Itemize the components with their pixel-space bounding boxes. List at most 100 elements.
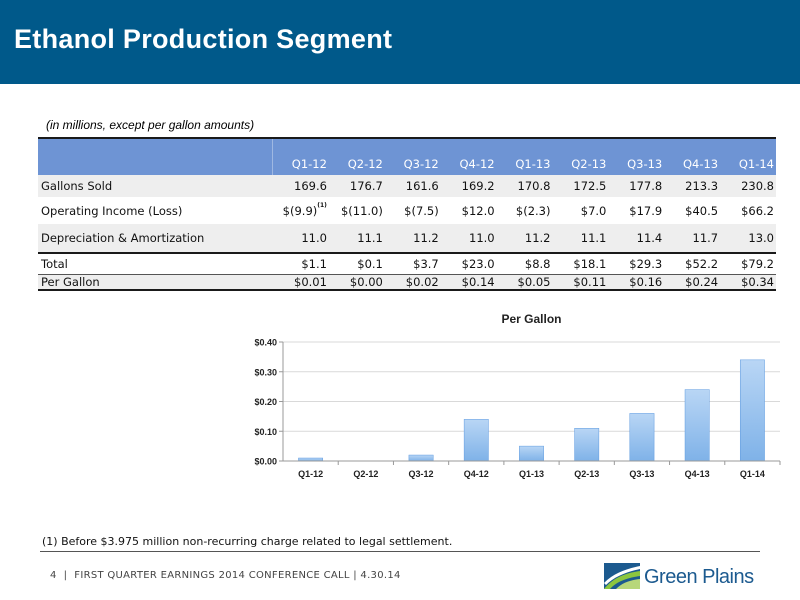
table-cell: 11.2: [496, 224, 553, 253]
table-cell: 177.8: [608, 175, 665, 197]
chart-title: Per Gallon: [501, 312, 561, 326]
table-cell: $0.16: [608, 274, 665, 291]
column-header: Q3-13: [608, 138, 665, 175]
table-cell: 11.7: [664, 224, 721, 253]
table-cell: $0.1: [328, 252, 385, 275]
row-label: Total: [38, 252, 273, 275]
table-cell: 161.6: [384, 175, 441, 197]
per-gallon-bar-chart: Per Gallon $0.00 $0.10 $0.20 $0.30 $0.40 Q1-12…: [254, 312, 781, 479]
table-cell: $0.14: [440, 274, 497, 291]
table-cell: $0.02: [384, 274, 441, 291]
table-cell: 230.8: [720, 175, 776, 197]
table-cell: $17.9: [629, 203, 663, 218]
table-cell: $0.34: [720, 274, 776, 291]
table-cell: 176.7: [328, 175, 385, 197]
table-row-per-gallon: Per Gallon $0.01 $0.00 $0.02 $0.14 $0.05…: [38, 274, 776, 291]
footnote-marker: (1): [317, 201, 327, 209]
chart-bar: [629, 413, 655, 462]
y-tick-label: $0.30: [254, 367, 277, 377]
column-header: Q2-13: [552, 138, 609, 175]
table-cell-value: $(9.9): [282, 203, 318, 218]
column-header: Q1-14: [720, 138, 776, 175]
x-tick-label: Q1-13: [519, 469, 544, 479]
green-plains-logo: Green Plains: [604, 560, 764, 592]
footnote: (1) Before $3.975 million non-recurring …: [42, 535, 453, 548]
x-tick-label: Q3-13: [629, 469, 654, 479]
green-plains-logo-icon: [604, 563, 640, 589]
footer-text: FIRST QUARTER EARNINGS 2014 CONFERENCE C…: [74, 570, 401, 581]
table-cell: $40.5: [685, 203, 719, 218]
column-header: Q1-13: [496, 138, 553, 175]
column-header: Q4-12: [440, 138, 497, 175]
table-cell: 170.8: [496, 175, 553, 197]
column-header: Q3-12: [384, 138, 441, 175]
chart-bar: [519, 445, 544, 462]
table-cell: $18.1: [552, 252, 609, 275]
x-tick-label: Q4-12: [464, 469, 489, 479]
table-cell-with-footnote: $(9.9)(1): [273, 197, 329, 224]
row-label: Operating Income (Loss): [41, 203, 183, 218]
page-title: Ethanol Production Segment: [14, 24, 393, 54]
x-tick-label: Q3-12: [409, 469, 434, 479]
footer-separator: |: [63, 570, 68, 581]
y-tick-label: $0.10: [254, 427, 277, 437]
chart-bar: [739, 359, 765, 462]
table-cell: $0.05: [496, 274, 553, 291]
table-cell: 11.0: [272, 224, 329, 253]
table-cell: 11.4: [608, 224, 665, 253]
table-cell: $3.7: [384, 252, 441, 275]
x-tick-label: Q2-13: [574, 469, 599, 479]
column-header: Q1-12: [272, 138, 329, 175]
units-note: (in millions, except per gallon amounts): [46, 118, 255, 132]
logo-text: Green Plains: [644, 566, 754, 588]
row-label: Depreciation & Amortization: [38, 224, 273, 253]
chart-bar: [574, 428, 600, 462]
x-tick-label: Q1-12: [298, 469, 323, 479]
table-cell: $(11.0): [340, 203, 383, 218]
table-cell: 169.6: [272, 175, 329, 197]
x-tick-label: Q1-14: [740, 469, 765, 479]
table-cell: 11.1: [552, 224, 609, 253]
column-header: Q2-12: [328, 138, 385, 175]
table-cell: $0.01: [272, 274, 329, 291]
footer-divider: [40, 551, 760, 552]
chart-bar: [684, 389, 710, 462]
table-cell: 11.0: [440, 224, 497, 253]
table-cell: $66.2: [741, 203, 774, 218]
table-cell: $12.0: [461, 203, 495, 218]
table-row-depreciation: Depreciation & Amortization 11.0 11.1 11…: [38, 224, 776, 253]
chart-bar: [463, 419, 489, 462]
table-cell: $7.0: [580, 203, 607, 218]
row-label: Gallons Sold: [38, 175, 273, 197]
x-tick-label: Q2-12: [353, 469, 378, 479]
table-header-row: Q1-12 Q2-12 Q3-12 Q4-12 Q1-13 Q2-13 Q3-1…: [38, 138, 776, 175]
table-row-gallons-sold: Gallons Sold 169.6 176.7 161.6 169.2 170…: [38, 175, 776, 197]
table-cell: $52.2: [664, 252, 721, 275]
table-cell: $0.11: [552, 274, 609, 291]
table-row-operating-income: Operating Income (Loss) $(9.9)(1) $(11.0…: [38, 197, 776, 224]
table-cell: $29.3: [608, 252, 665, 275]
table-cell: $8.8: [496, 252, 553, 275]
y-tick-label: $0.40: [254, 338, 277, 348]
y-tick-label: $0.00: [254, 457, 277, 467]
header-label-cell: [38, 138, 273, 175]
page-number: 4: [50, 570, 57, 581]
table-cell: 11.1: [328, 224, 385, 253]
title-banner: Ethanol Production Segment: [0, 0, 800, 84]
table-cell: $(2.3): [515, 203, 551, 218]
table-cell: 11.2: [384, 224, 441, 253]
table-cell: $0.00: [328, 274, 385, 291]
table-cell: 13.0: [720, 224, 776, 253]
table-cell: 213.3: [664, 175, 721, 197]
y-tick-label: $0.20: [254, 397, 277, 407]
table-cell: 172.5: [552, 175, 609, 197]
row-label: Per Gallon: [38, 274, 273, 291]
table-row-total: Total $1.1 $0.1 $3.7 $23.0 $8.8 $18.1 $2…: [38, 252, 776, 275]
table-cell: $79.2: [720, 252, 776, 275]
chart-bar: [408, 454, 434, 462]
footer: 4 | FIRST QUARTER EARNINGS 2014 CONFEREN…: [50, 570, 401, 581]
financial-table: Q1-12 Q2-12 Q3-12 Q4-12 Q1-13 Q2-13 Q3-1…: [38, 137, 776, 291]
table-cell: $(7.5): [404, 203, 439, 218]
table-cell: $0.24: [664, 274, 721, 291]
table-cell: $23.0: [440, 252, 497, 275]
